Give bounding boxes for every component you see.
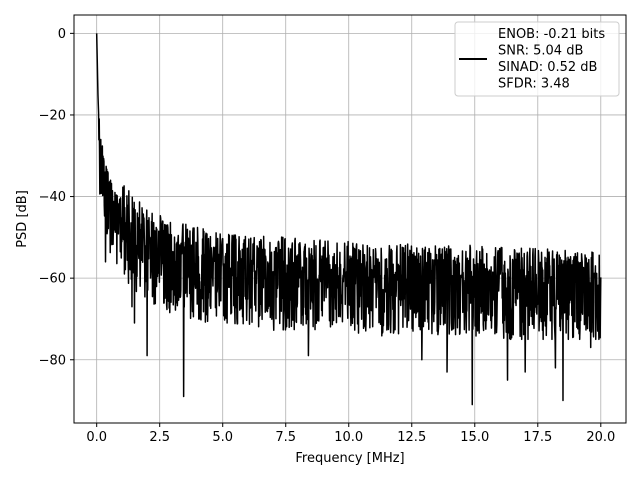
legend: ENOB: -0.21 bits SNR: 5.04 dB SINAD: 0.5… <box>454 21 620 97</box>
y-axis: 0 −20 −40 −60 −80 <box>39 27 74 368</box>
psd-series <box>95 33 602 406</box>
y-tick-label: 0 <box>58 27 66 42</box>
x-tick-label: 10.0 <box>334 430 363 445</box>
x-tick-label: 15.0 <box>460 430 489 445</box>
x-tick-label: 2.5 <box>149 430 170 445</box>
x-tick-label: 0.0 <box>86 430 107 445</box>
legend-snr: SNR: 5.04 dB <box>498 44 583 59</box>
y-axis-label: PSD [dB] <box>15 190 30 248</box>
x-axis-label: Frequency [MHz] <box>295 451 404 466</box>
x-tick-label: 12.5 <box>397 430 426 445</box>
legend-enob: ENOB: -0.21 bits <box>498 27 605 42</box>
y-tick-label: −80 <box>39 353 66 368</box>
y-tick-label: −20 <box>39 108 66 123</box>
legend-sinad: SINAD: 0.52 dB <box>498 60 597 75</box>
x-tick-label: 17.5 <box>523 430 552 445</box>
x-axis: 0.0 2.5 5.0 7.5 10.0 12.5 15.0 17.5 20.0 <box>86 423 615 445</box>
legend-sfdr: SFDR: 3.48 <box>498 77 570 92</box>
x-tick-label: 7.5 <box>275 430 296 445</box>
x-tick-label: 5.0 <box>212 430 233 445</box>
x-tick-label: 20.0 <box>586 430 615 445</box>
y-tick-label: −40 <box>39 190 66 205</box>
legend-box <box>454 21 620 97</box>
plot-frame <box>73 14 627 424</box>
y-tick-label: −60 <box>39 272 66 287</box>
psd-line <box>95 33 602 406</box>
